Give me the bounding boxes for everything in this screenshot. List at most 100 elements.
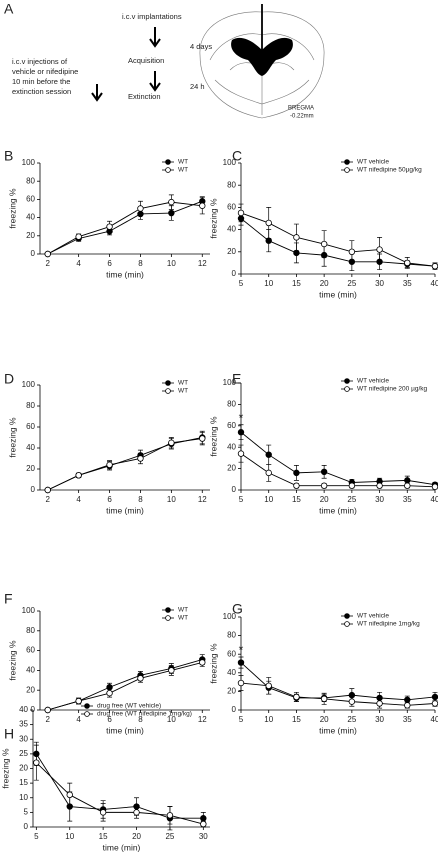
legend-marker [165, 615, 171, 621]
marker [75, 697, 82, 705]
x-tick-label: 35 [403, 715, 412, 724]
annotation: * [239, 411, 244, 425]
x-tick-label: 4 [76, 715, 81, 724]
x-axis-label: time (min) [103, 842, 141, 852]
marker [166, 812, 174, 819]
marker [237, 659, 245, 666]
series-line [47, 662, 203, 711]
legend-marker [165, 167, 171, 173]
x-tick-label: 2 [46, 495, 51, 504]
legend-marker [165, 159, 171, 165]
x-tick-label: 4 [76, 495, 81, 504]
x-tick-label: 40 [431, 279, 438, 288]
x-tick-label: 8 [138, 259, 143, 268]
y-axis-label: freezing % [208, 643, 218, 684]
marker [404, 259, 411, 267]
marker [376, 700, 383, 707]
marker [106, 223, 113, 230]
marker [376, 482, 383, 489]
panel-label: G [232, 601, 243, 617]
x-tick-label: 5 [34, 832, 39, 841]
marker [293, 469, 300, 477]
x-tick-label: 25 [347, 279, 356, 288]
legend-marker [84, 703, 90, 709]
legend-marker [165, 607, 171, 613]
legend-marker [344, 386, 350, 392]
marker [431, 263, 438, 270]
marker [320, 240, 328, 248]
legend-label: WT [178, 388, 188, 395]
y-axis-label: freezing % [7, 417, 17, 458]
marker [293, 693, 300, 701]
legend-marker [344, 378, 350, 384]
marker [237, 215, 245, 222]
marker [320, 251, 328, 259]
series-line [240, 682, 436, 706]
step-label: Extinction [128, 92, 161, 101]
marker [265, 237, 272, 244]
chart-panel: G 0 20 40 60 80 100 5 10 15 20 25 30 35 40 time (min) fr… [208, 601, 438, 735]
x-tick-label: 10 [264, 279, 273, 288]
y-tick-label: 60 [26, 422, 35, 431]
legend-label: WT vehicle [357, 613, 389, 620]
marker [200, 815, 207, 822]
y-axis-label: freezing % [208, 416, 218, 457]
y-tick-label: 60 [26, 195, 35, 204]
y-tick-label: 80 [227, 631, 236, 640]
y-tick-label: 80 [227, 180, 236, 189]
annotation: * [239, 643, 244, 657]
marker [133, 803, 140, 810]
x-axis-label: time (min) [106, 269, 144, 279]
y-tick-label: 10 [19, 793, 28, 802]
chart-panel: C 0 20 40 60 80 100 5 10 15 20 25 30 35 40 time (min) fr… [208, 148, 438, 299]
x-tick-label: 35 [403, 495, 412, 504]
legend-label: drug free (WT vehicle) [97, 703, 161, 710]
step-label: i.c.v implantations [122, 12, 182, 21]
legend-marker [84, 711, 90, 717]
x-tick-label: 12 [198, 495, 207, 504]
y-tick-label: 80 [26, 401, 35, 410]
x-tick-label: 10 [65, 832, 74, 841]
y-tick-label: 40 [227, 225, 236, 234]
marker [320, 482, 328, 489]
marker [237, 209, 245, 217]
legend-marker [344, 167, 350, 173]
legend-marker [165, 380, 171, 386]
marker [137, 455, 144, 462]
marker [137, 205, 144, 212]
legend-label: drug free (WT nifedipine 1mg/kg) [97, 711, 192, 718]
marker [137, 675, 144, 682]
marker [320, 695, 328, 703]
arrow [91, 84, 103, 102]
marker [168, 667, 175, 674]
marker [99, 809, 107, 816]
marker [44, 706, 51, 714]
y-tick-label: 40 [227, 442, 236, 451]
panel-a: A i.c.v implantations 4 days Acquisition… [4, 1, 325, 120]
legend-marker [344, 613, 350, 619]
marker [33, 750, 40, 758]
panel-label: D [4, 371, 14, 387]
marker [320, 468, 328, 476]
marker [376, 246, 383, 253]
y-tick-label: 100 [22, 158, 36, 167]
chart-panel: E 0 20 40 60 80 100 5 10 15 20 25 30 35 40 time (min) fr… [208, 371, 438, 515]
legend-marker [344, 621, 350, 627]
x-axis-label: time (min) [319, 725, 357, 735]
marker [348, 698, 356, 705]
marker [106, 461, 113, 468]
y-tick-label: 40 [26, 213, 35, 222]
y-tick-label: 25 [19, 749, 28, 758]
x-tick-label: 25 [347, 495, 356, 504]
series-line [47, 438, 203, 491]
marker [431, 693, 438, 701]
marker [199, 202, 206, 209]
x-tick-label: 10 [264, 495, 273, 504]
x-tick-label: 8 [138, 495, 143, 504]
x-tick-label: 30 [199, 832, 208, 841]
y-tick-label: 100 [223, 378, 237, 387]
y-tick-label: 0 [31, 705, 36, 714]
series-line [47, 201, 203, 255]
x-tick-label: 8 [138, 715, 143, 724]
